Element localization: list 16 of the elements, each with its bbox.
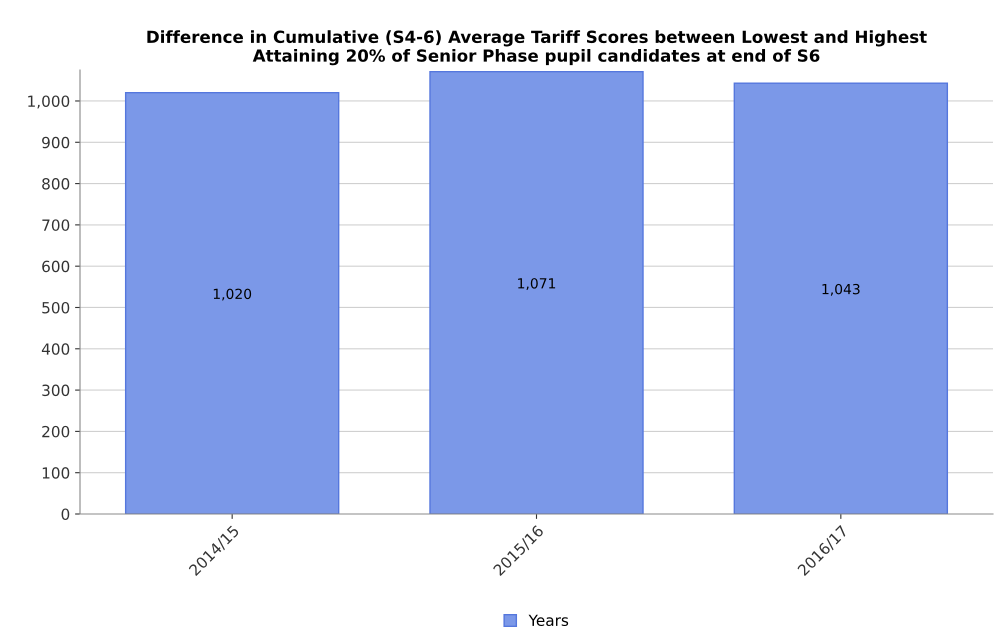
y-tick-label: 200 <box>42 426 70 438</box>
text: 1,020 <box>214 288 252 301</box>
y-tick-label: 600 <box>42 260 70 272</box>
text: 1,071 <box>518 278 556 290</box>
y-tick-label: 700 <box>42 219 70 231</box>
legend-label: Years <box>528 614 568 626</box>
y-tick-label: 800 <box>42 178 70 190</box>
y-tick-label: 100 <box>42 467 70 479</box>
text: 1,043 <box>822 284 860 296</box>
y-tick-label: 900 <box>42 136 70 148</box>
y-tick-label: 500 <box>42 302 70 314</box>
y-tick-label: 400 <box>42 343 70 355</box>
y-tick-label: 300 <box>42 384 70 396</box>
y-tick-label: 0 <box>62 508 70 520</box>
y-tick-label: 1,000 <box>28 95 70 109</box>
chart-title: Difference in Cumulative (S4-6) Average Tariff Scores between Lowest and Highest Attaining 20% of Senior Phase pupil candidates at end of S6 <box>147 30 927 66</box>
